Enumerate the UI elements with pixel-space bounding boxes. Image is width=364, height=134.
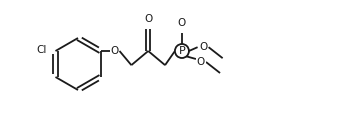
Circle shape <box>175 44 189 58</box>
Text: O: O <box>197 57 205 67</box>
Text: O: O <box>199 42 208 52</box>
Text: Cl: Cl <box>36 45 47 55</box>
Text: O: O <box>144 14 153 24</box>
Text: P: P <box>179 46 185 56</box>
Text: O: O <box>110 46 119 56</box>
Text: O: O <box>178 18 186 28</box>
